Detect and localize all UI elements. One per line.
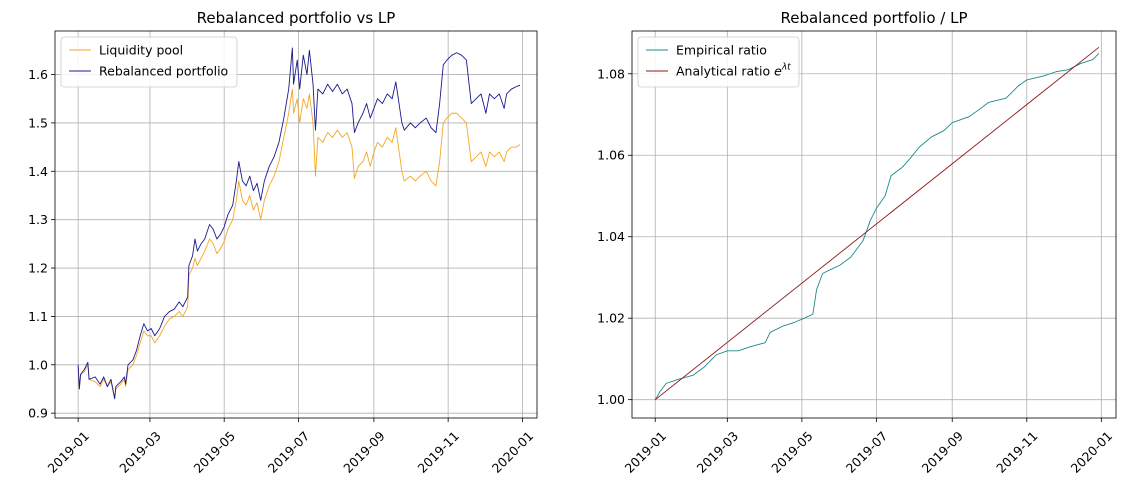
x-tick-label: 2019-01: [622, 428, 670, 476]
legend-box: [60, 36, 238, 88]
legend: Liquidity pool Rebalanced portfolio: [60, 36, 238, 88]
legend-label: Empirical ratio: [676, 43, 767, 58]
series-line-0: [77, 88, 521, 400]
x-tick-label: 2019-09: [340, 428, 388, 476]
x-tick-label: 2019-01: [44, 428, 92, 476]
y-tick-label: 0.9: [28, 406, 48, 421]
x-tick-label: 2019-09: [919, 428, 967, 476]
x-tick-label: 2020-01: [489, 428, 537, 476]
x-tick-label: 2019-03: [694, 428, 742, 476]
series-line-0: [654, 53, 1100, 400]
x-tick-label: 2019-11: [415, 428, 463, 476]
y-tick-label: 1.6: [28, 67, 48, 82]
y-tick-label: 1.2: [28, 261, 48, 276]
x-tick-label: 2019-05: [191, 428, 239, 476]
legend-label: Analytical ratio eλt: [676, 63, 791, 79]
y-tick-label: 1.1: [28, 309, 48, 324]
y-tick-label: 1.0: [28, 357, 48, 372]
x-tick-label: 2019-07: [265, 428, 313, 476]
chart-right: Rebalanced portfolio / LP 2019-01 2019-03 2…: [597, 9, 1117, 476]
plot-frame: [631, 30, 1117, 419]
grid: [55, 31, 537, 418]
series-line-1: [654, 46, 1100, 401]
y-tick-label: 1.3: [28, 212, 48, 227]
x-tick-label: 2020-01: [1068, 428, 1116, 476]
legend-label: Liquidity pool: [99, 43, 183, 58]
y-tick-label: 1.08: [597, 66, 625, 81]
legend-label: Rebalanced portfolio: [99, 64, 228, 79]
x-tick-label: 2019-07: [843, 428, 891, 476]
y-tick-label: 1.04: [597, 229, 625, 244]
grid: [632, 31, 1116, 418]
legend-box: [637, 36, 800, 88]
chart-title: Rebalanced portfolio / LP: [780, 9, 967, 27]
chart-left: Rebalanced portfolio vs LP 2019-01 2019-03…: [28, 9, 538, 476]
x-tick-label: 2019-05: [768, 428, 816, 476]
series-line-1: [77, 47, 521, 400]
plot-frame: [54, 30, 538, 419]
y-tick-label: 1.4: [28, 164, 48, 179]
x-tick-label: 2019-03: [116, 428, 164, 476]
x-tick-label: 2019-11: [993, 428, 1041, 476]
y-tick-label: 1.5: [28, 115, 48, 130]
y-tick-label: 1.00: [597, 392, 625, 407]
y-tick-label: 1.06: [597, 148, 625, 163]
chart-title: Rebalanced portfolio vs LP: [197, 9, 396, 27]
y-tick-label: 1.02: [597, 311, 625, 326]
legend: Empirical ratio Analytical ratio eλt: [637, 36, 800, 88]
